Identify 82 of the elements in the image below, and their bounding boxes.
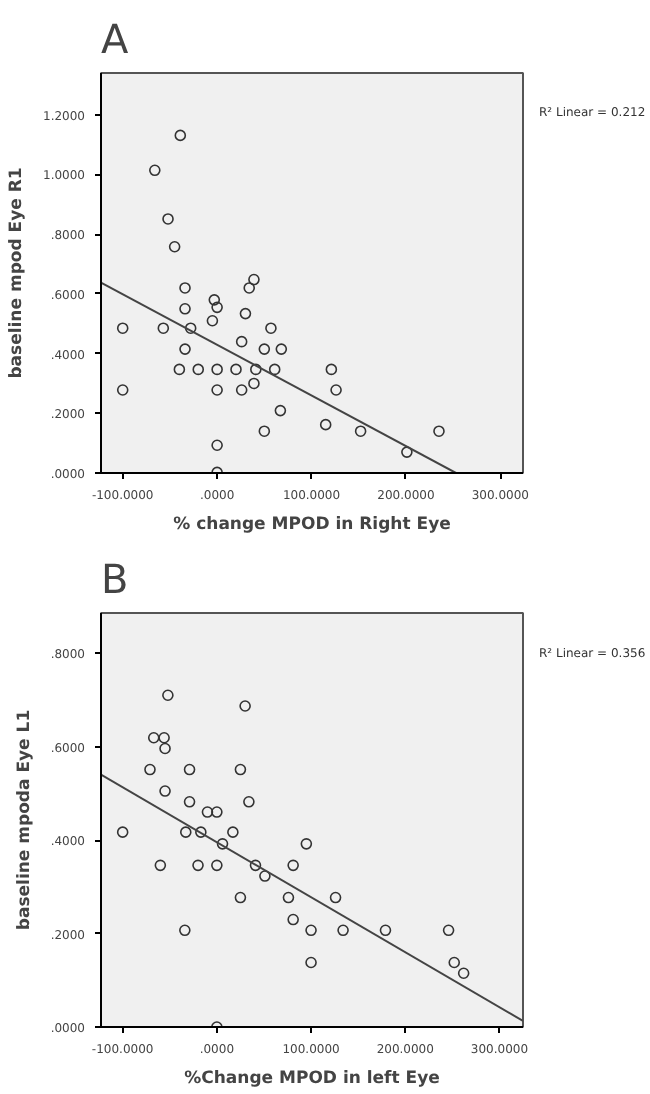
point xyxy=(174,129,187,142)
y-axis-title: baseline mpod Eye R1 xyxy=(7,167,28,379)
point xyxy=(275,343,288,355)
x-axis-title: %Change MPOD in left Eye xyxy=(184,1069,441,1089)
point xyxy=(305,924,317,937)
point xyxy=(195,826,207,838)
point xyxy=(274,404,287,417)
point xyxy=(211,806,223,818)
point xyxy=(234,763,247,776)
point xyxy=(183,763,196,776)
point xyxy=(248,273,260,286)
point xyxy=(282,891,295,904)
point xyxy=(265,322,277,335)
point xyxy=(179,343,191,355)
point xyxy=(379,924,392,937)
point xyxy=(243,795,255,808)
point xyxy=(330,384,342,396)
point xyxy=(192,363,205,376)
point xyxy=(235,335,248,348)
point xyxy=(319,418,332,431)
point xyxy=(144,763,156,776)
point xyxy=(249,859,262,872)
point xyxy=(248,377,260,390)
point xyxy=(259,870,271,882)
point xyxy=(157,322,170,335)
point xyxy=(300,838,313,850)
point xyxy=(239,700,251,712)
point xyxy=(211,859,223,872)
point xyxy=(179,282,191,294)
point xyxy=(158,731,170,744)
point xyxy=(401,446,413,458)
point xyxy=(433,425,445,437)
point xyxy=(258,343,271,355)
point xyxy=(211,363,223,376)
point xyxy=(179,826,192,838)
point xyxy=(162,689,174,702)
point xyxy=(208,294,221,306)
point xyxy=(258,425,271,437)
point xyxy=(268,363,281,376)
point xyxy=(250,363,262,376)
point xyxy=(337,924,349,937)
point xyxy=(201,806,214,818)
point xyxy=(234,891,247,904)
point xyxy=(305,956,317,969)
point xyxy=(116,826,129,838)
point xyxy=(227,826,239,838)
point xyxy=(211,384,223,396)
chart-title: B xyxy=(101,555,129,603)
point xyxy=(183,795,196,808)
point xyxy=(442,924,455,937)
point xyxy=(154,859,167,872)
point xyxy=(239,307,252,320)
point xyxy=(457,967,470,980)
point xyxy=(448,956,461,969)
point xyxy=(243,282,256,294)
point xyxy=(116,384,129,396)
point xyxy=(287,859,299,872)
point xyxy=(325,363,338,376)
point xyxy=(173,363,186,376)
point xyxy=(287,913,299,926)
point xyxy=(329,891,342,904)
point xyxy=(192,859,204,872)
point xyxy=(206,314,219,327)
point xyxy=(159,742,171,755)
y-axis-title: baseline mpoda Eye L1 xyxy=(14,709,35,931)
point xyxy=(179,924,191,937)
point xyxy=(184,322,197,335)
point xyxy=(179,303,191,315)
point xyxy=(168,240,181,253)
x-axis-title: % change MPOD in Right Eye xyxy=(173,515,452,535)
point xyxy=(235,384,248,396)
point xyxy=(147,731,160,744)
point xyxy=(159,785,171,797)
point xyxy=(216,838,229,850)
point xyxy=(211,301,223,314)
point xyxy=(162,213,174,225)
chart-title: A xyxy=(101,15,129,63)
point xyxy=(116,322,129,335)
point xyxy=(230,363,242,376)
point xyxy=(354,425,367,437)
point xyxy=(149,164,161,177)
point xyxy=(211,439,223,452)
